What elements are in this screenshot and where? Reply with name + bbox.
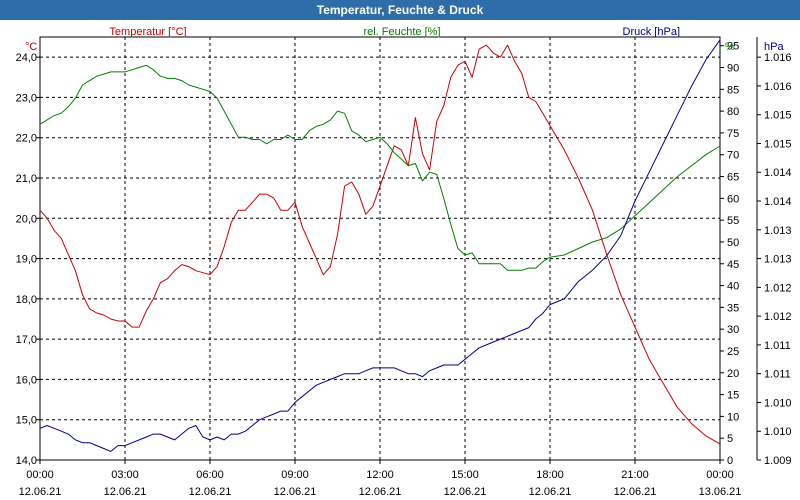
- x-tick-time: 09:00: [281, 469, 309, 481]
- pressure-series-line: [39, 39, 721, 452]
- humidity-series-line: [39, 64, 721, 271]
- x-tick-time: 03:00: [111, 469, 139, 481]
- x-tick-time: 12:00: [366, 469, 394, 481]
- humidity-axis-tick-label: 35: [727, 302, 739, 314]
- temperature-axis-tick-label: 15,0: [16, 415, 37, 427]
- legend-humidity: rel. Feuchte [%]: [363, 26, 440, 38]
- humidity-axis-tick-label: 0: [727, 455, 733, 467]
- humidity-axis-tick-label: 45: [727, 259, 739, 271]
- temperature-axis-tick-label: 17,0: [16, 334, 37, 346]
- pressure-axis-tick-label: 1.014: [764, 167, 792, 179]
- humidity-axis-tick-label: 10: [727, 411, 739, 423]
- pressure-axis-tick-label: 1.014: [764, 196, 792, 208]
- humidity-axis-tick-label: 95: [727, 41, 739, 53]
- pressure-unit-label: hPa: [764, 41, 784, 53]
- temperature-axis-tick-label: 16,0: [16, 374, 37, 386]
- pressure-axis-tick-label: 1.016: [764, 52, 792, 64]
- pressure-axis-tick-label: 1.010: [764, 397, 792, 409]
- temperature-axis-tick-label: 19,0: [16, 254, 37, 266]
- temperature-series-line: [39, 44, 721, 445]
- humidity-axis-tick-label: 60: [727, 193, 739, 205]
- pressure-axis-tick-label: 1.009: [764, 455, 792, 467]
- humidity-axis-tick-label: 70: [727, 150, 739, 162]
- x-tick-time: 06:00: [196, 469, 224, 481]
- pressure-axis-tick-label: 1.011: [764, 369, 791, 381]
- humidity-axis-tick-label: 75: [727, 128, 739, 140]
- humidity-axis-tick-label: 55: [727, 215, 739, 227]
- humidity-axis-tick-label: 30: [727, 324, 739, 336]
- humidity-axis-tick-label: 90: [727, 63, 739, 75]
- x-tick-date: 12.06.21: [614, 486, 657, 498]
- pressure-axis-tick-label: 1.011: [764, 340, 791, 352]
- x-tick-time: 00:00: [26, 469, 54, 481]
- x-tick-time: 15:00: [451, 469, 479, 481]
- pressure-axis-tick-label: 1.012: [764, 282, 792, 294]
- x-tick-date: 12.06.21: [19, 486, 62, 498]
- temperature-axis-tick-label: 21,0: [16, 173, 37, 185]
- temperature-axis-tick-label: 18,0: [16, 294, 37, 306]
- x-tick-time: 18:00: [536, 469, 564, 481]
- pressure-axis-tick-label: 1.016: [764, 81, 792, 93]
- chart-title: Temperatur, Feuchte & Druck: [0, 0, 800, 20]
- humidity-axis-tick-label: 25: [727, 346, 739, 358]
- x-tick-date: 12.06.21: [274, 486, 317, 498]
- pressure-axis-tick-label: 1.012: [764, 311, 792, 323]
- temperature-axis-tick-label: 24,0: [16, 52, 37, 64]
- x-tick-date: 13.06.21: [699, 486, 742, 498]
- pressure-axis-tick-label: 1.013: [764, 254, 792, 266]
- x-tick-date: 12.06.21: [189, 486, 232, 498]
- x-tick-date: 12.06.21: [529, 486, 572, 498]
- humidity-axis-tick-label: 50: [727, 237, 739, 249]
- temperature-axis-tick-label: 20,0: [16, 213, 37, 225]
- humidity-unit-label: %: [725, 41, 735, 53]
- humidity-axis-tick-label: 40: [727, 281, 739, 293]
- temperature-axis-tick-label: 22,0: [16, 133, 37, 145]
- x-tick-time: 00:00: [706, 469, 734, 481]
- x-tick-date: 12.06.21: [444, 486, 487, 498]
- pressure-axis-tick-label: 1.010: [764, 426, 792, 438]
- humidity-axis-tick-label: 15: [727, 390, 739, 402]
- temperature-axis-tick-label: 14,0: [16, 455, 37, 467]
- x-tick-date: 12.06.21: [104, 486, 147, 498]
- temperature-unit-label: °C: [25, 41, 37, 53]
- pressure-axis-tick-label: 1.015: [764, 138, 792, 150]
- humidity-axis-tick-label: 65: [727, 172, 739, 184]
- humidity-axis-tick-label: 5: [727, 433, 733, 445]
- humidity-axis-tick-label: 20: [727, 368, 739, 380]
- pressure-axis-tick-label: 1.015: [764, 110, 792, 122]
- temperature-axis-tick-label: 23,0: [16, 92, 37, 104]
- legend-temperature: Temperatur [°C]: [109, 26, 186, 38]
- legend-pressure: Druck [hPa]: [623, 26, 680, 38]
- x-tick-date: 12.06.21: [359, 486, 402, 498]
- x-tick-time: 21:00: [621, 469, 649, 481]
- pressure-axis-tick-label: 1.013: [764, 225, 792, 237]
- humidity-axis-tick-label: 85: [727, 84, 739, 96]
- humidity-axis-tick-label: 80: [727, 106, 739, 118]
